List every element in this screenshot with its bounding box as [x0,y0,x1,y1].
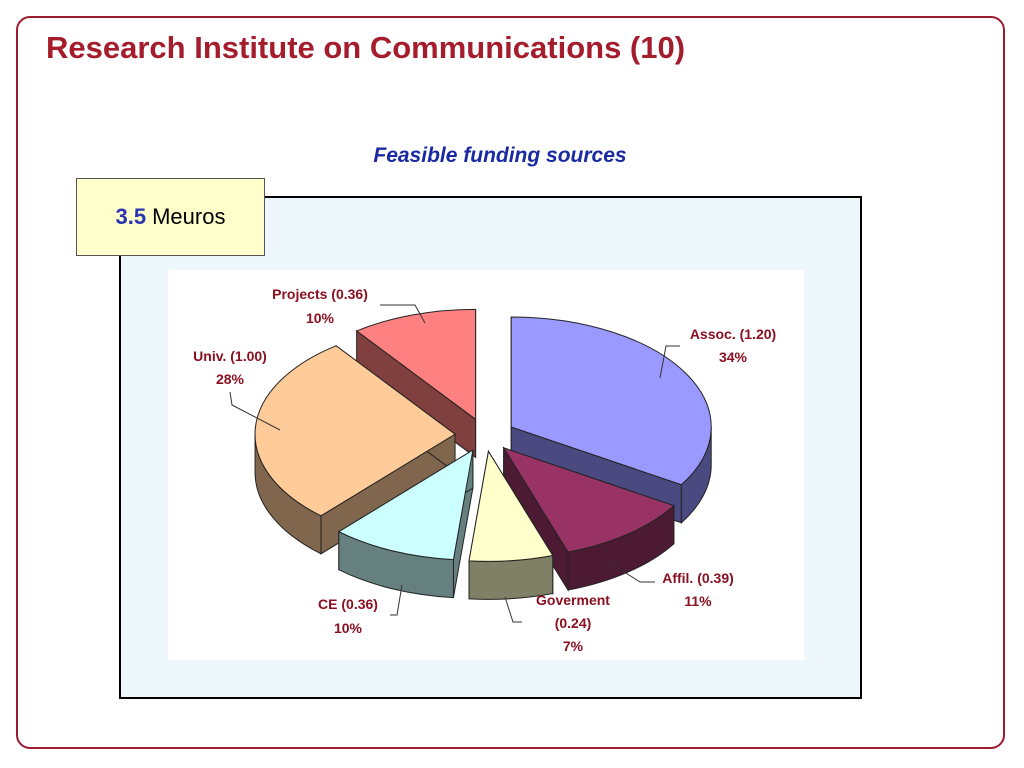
slice-percent-ce: 10% [334,620,363,636]
slide-title: Research Institute on Communications (10… [46,30,686,65]
slice-percent-assoc: 34% [719,349,748,365]
leader-line-gov [504,596,522,623]
chart-title: Feasible funding sources [373,144,627,167]
slice-label-univ: Univ. (1.00) [193,348,267,364]
slice-label-assoc: Assoc. (1.20) [690,326,776,342]
leader-line-ce [390,584,403,616]
leader-lines [229,304,680,623]
slice-percent-affil: 11% [684,593,712,609]
slice-label-gov-line2: (0.24) [555,615,592,631]
slice-layer [254,308,712,600]
leader-line-projects [380,304,426,324]
total-unit: Meuros [152,204,226,229]
leader-line-univ [229,391,281,431]
slice-label-gov-line1: Goverment [536,592,610,608]
slice-label-ce: CE (0.36) [318,596,378,612]
leader-line-assoc [659,345,680,379]
slide-frame [16,16,1005,749]
leader-line-affil [609,562,655,583]
slice-percent-projects: 10% [306,310,335,326]
pie-slice-proj [355,308,477,459]
total-value: 3.5 [115,204,147,229]
pie-slice-gov [468,449,554,600]
slice-label-affil: Affil. (0.39) [662,570,734,586]
slice-percent-gov: 7% [563,638,584,654]
slice-label-projects: Projects (0.36) [272,286,368,302]
slice-percent-univ: 28% [216,371,245,387]
pie-slice-ce [337,449,474,599]
total-funding-box: 3.5 Meuros [76,178,265,256]
